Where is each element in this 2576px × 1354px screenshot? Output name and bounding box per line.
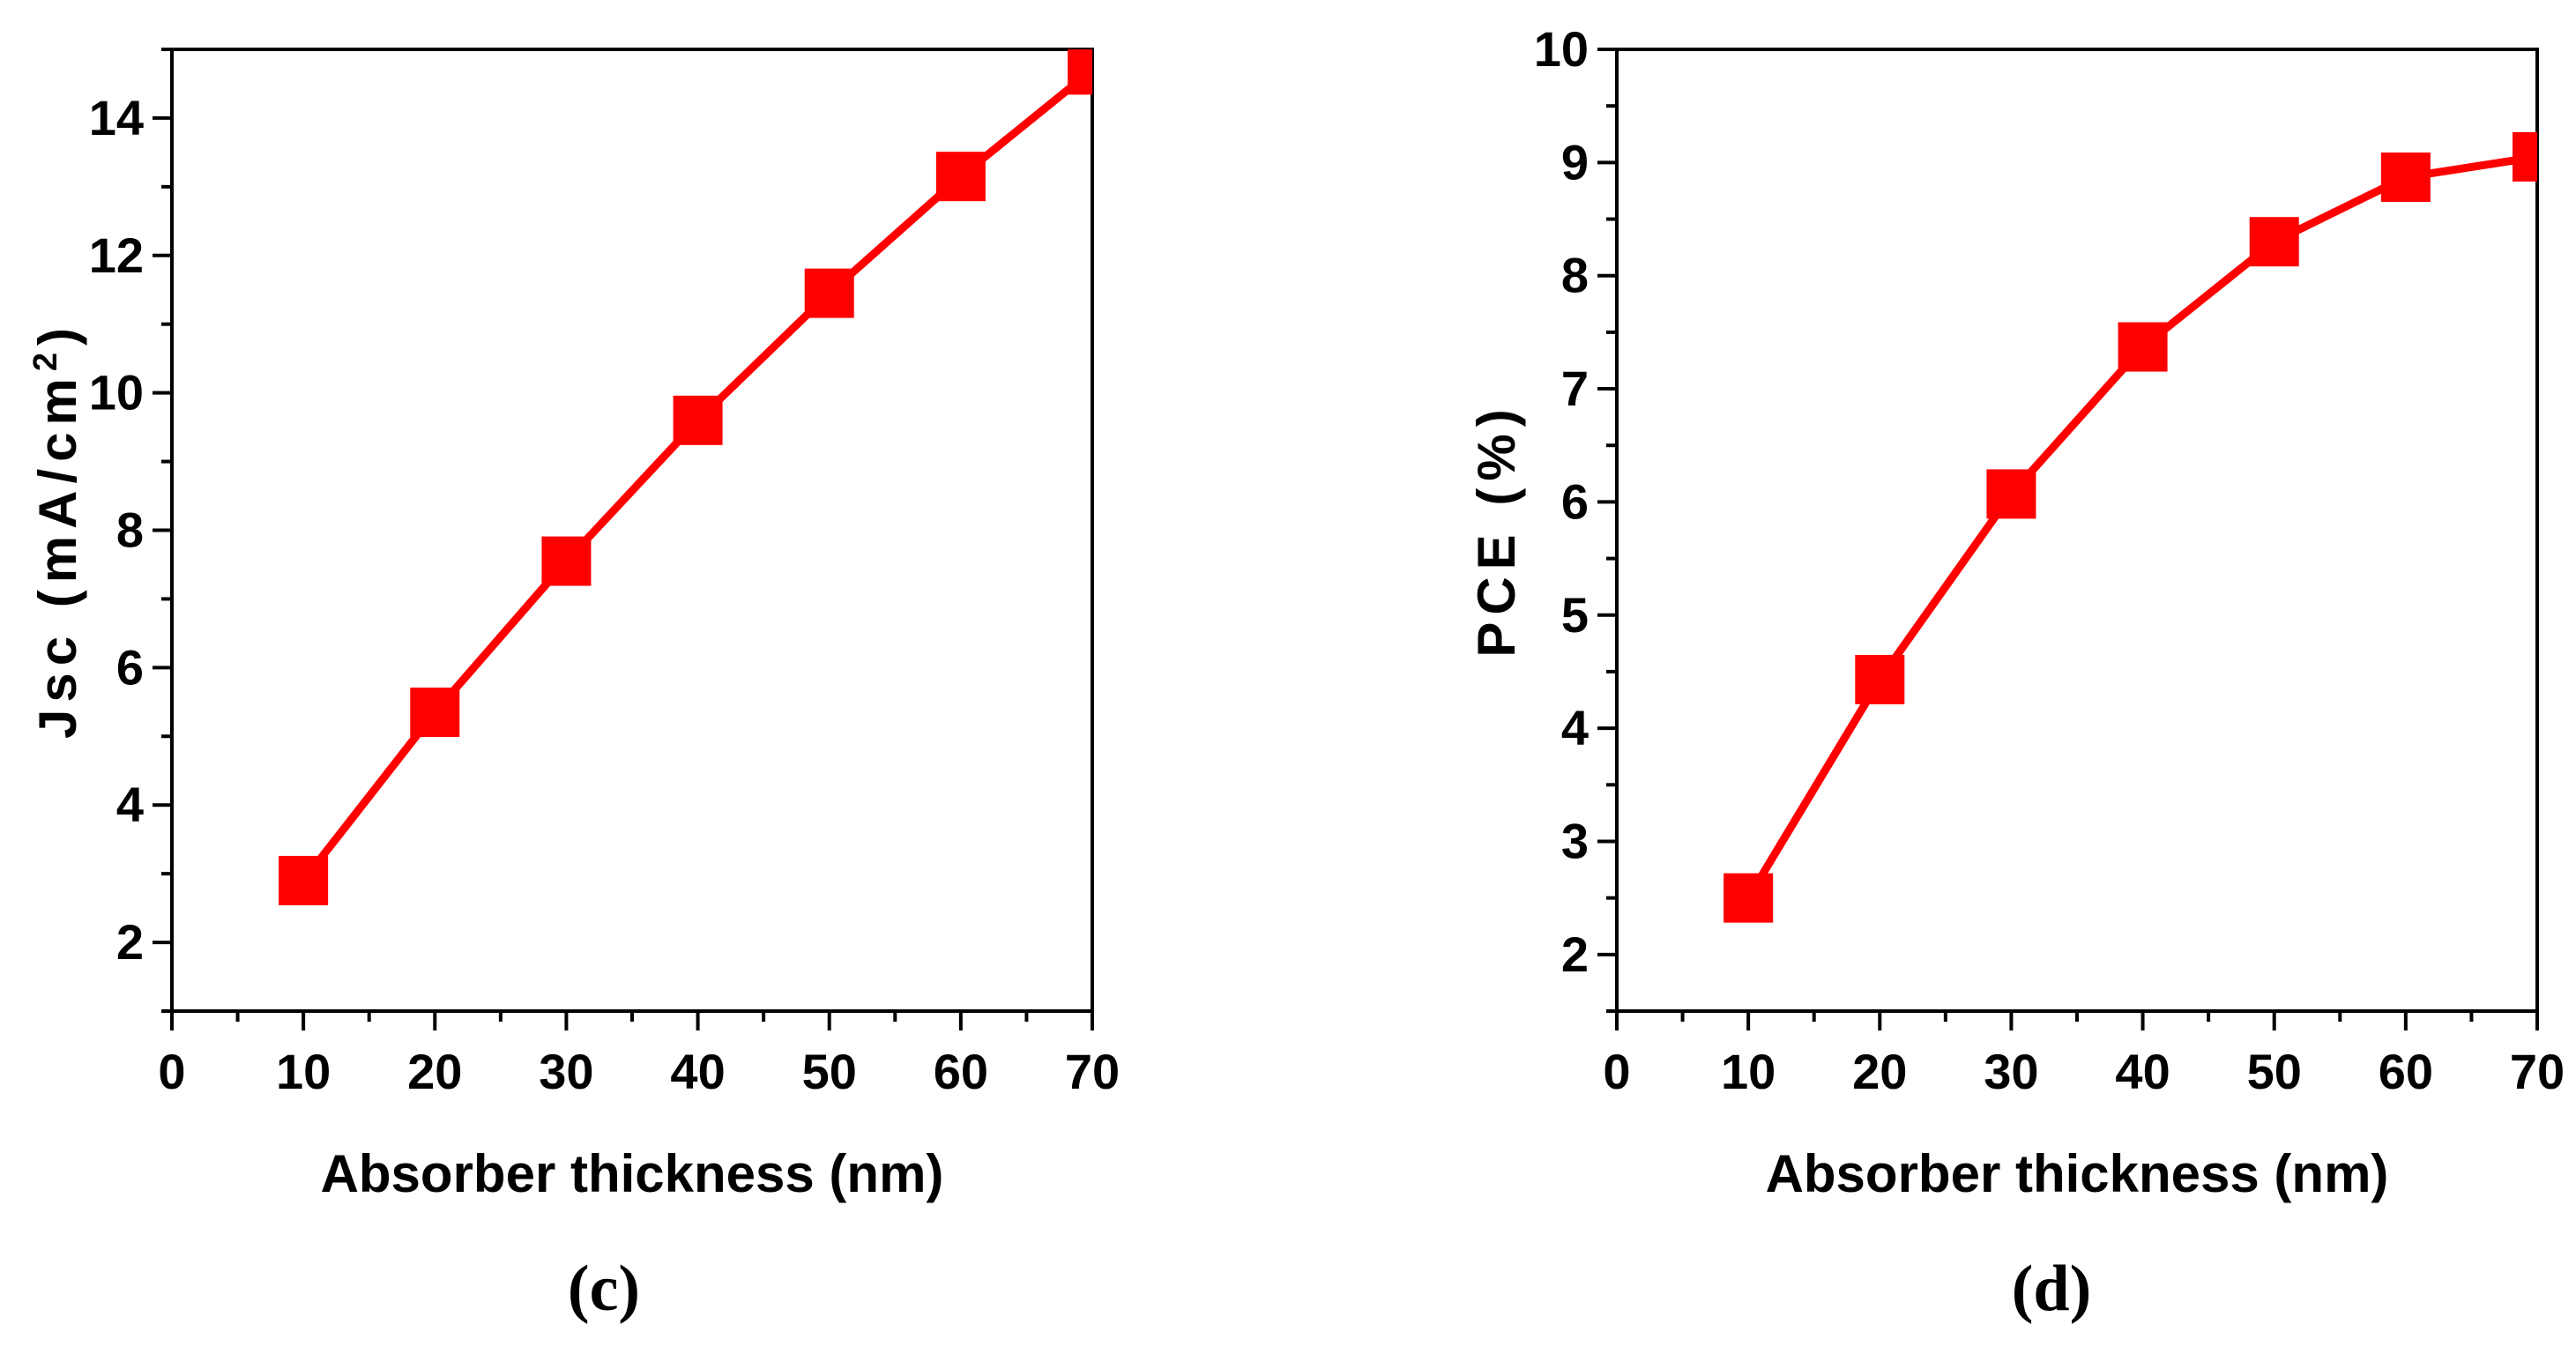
y-tick-label: 4: [1561, 700, 1589, 755]
data-point: [410, 688, 460, 738]
data-point: [2380, 153, 2431, 203]
y-tick-label: 12: [89, 227, 144, 283]
y-tick-label: 3: [1561, 813, 1589, 868]
x-tick-label: 10: [276, 1044, 331, 1099]
data-point: [2513, 131, 2537, 182]
x-tick-label: 0: [158, 1044, 185, 1099]
y-tick-label: 6: [116, 639, 144, 695]
x-tick-label: 50: [802, 1044, 857, 1099]
y-tick-label: 5: [1561, 587, 1589, 643]
y-tick-label: 8: [116, 502, 144, 558]
data-point: [541, 536, 592, 586]
x-tick-label: 20: [1852, 1044, 1907, 1099]
x-tick-label: 60: [934, 1044, 988, 1099]
y-axis-title-d: PCE (%): [1467, 402, 1526, 657]
data-point: [279, 855, 329, 905]
y-axis-title-c: Jsc (mA/cm2): [27, 321, 87, 739]
y-axis-title-c-sup: 2: [27, 346, 64, 371]
data-point: [673, 395, 723, 445]
y-tick-label: 10: [89, 365, 144, 420]
tick-labels-c: 0 10 20 30 40 50 60 70 2 4 6 8 10 12 14: [89, 90, 1120, 1099]
y-tick-label: 14: [89, 90, 144, 145]
y-axis-title-c-close: ): [28, 321, 87, 346]
x-tick-label: 10: [1721, 1044, 1776, 1099]
data-point: [1986, 469, 2036, 519]
y-tick-label: 7: [1561, 361, 1589, 416]
x-tick-label: 50: [2247, 1044, 2302, 1099]
axes-ticks-c: [153, 48, 1094, 1030]
data-point: [2118, 322, 2168, 372]
x-tick-label: 20: [407, 1044, 462, 1099]
data-point: [804, 268, 854, 318]
series-jsc: [279, 49, 1092, 905]
x-tick-label: 60: [2379, 1044, 2433, 1099]
data-point: [1068, 49, 1092, 95]
data-point: [935, 152, 986, 202]
y-tick-label: 2: [1561, 926, 1589, 982]
x-axis-title-c: Absorber thickness (nm): [321, 1144, 944, 1203]
data-point: [2249, 217, 2299, 267]
x-tick-label: 40: [670, 1044, 725, 1099]
series-pce: [1724, 131, 2537, 923]
y-tick-label: 8: [1561, 248, 1589, 303]
x-tick-label: 40: [2115, 1044, 2170, 1099]
chart-panel-c: 0 10 20 30 40 50 60 70 2 4 6 8 10 12 14 Absorber thick…: [27, 48, 1120, 1325]
axes-ticks-d: [1597, 48, 2539, 1030]
data-point: [1724, 873, 1774, 923]
series-clip-group: [1724, 131, 2537, 923]
chart-panel-d: 0 10 20 30 40 50 60 70 2 3 4 5 6 7 8 9 10 Absorber thick…: [1467, 21, 2565, 1325]
x-tick-label: 30: [1984, 1044, 2038, 1099]
x-tick-label: 30: [539, 1044, 593, 1099]
panel-label-d: (d): [2012, 1253, 2091, 1325]
y-tick-label: 9: [1561, 134, 1589, 190]
series-line: [1745, 153, 2537, 900]
y-tick-label: 6: [1561, 473, 1589, 529]
panel-label-c: (c): [568, 1253, 640, 1325]
x-tick-label: 70: [2510, 1044, 2565, 1099]
data-point: [1855, 654, 1905, 704]
y-axis-title-c-main: Jsc (mA/cm: [28, 371, 87, 739]
tick-labels-d: 0 10 20 30 40 50 60 70 2 3 4 5 6 7 8 9 10: [1534, 21, 2565, 1099]
y-tick-label: 10: [1534, 21, 1589, 77]
y-tick-label: 2: [116, 914, 144, 970]
series-clip-group: [279, 49, 1092, 905]
y-tick-label: 4: [116, 777, 144, 832]
x-tick-label: 0: [1603, 1044, 1630, 1099]
x-tick-label: 70: [1065, 1044, 1120, 1099]
x-axis-title-d: Absorber thickness (nm): [1766, 1144, 2389, 1203]
